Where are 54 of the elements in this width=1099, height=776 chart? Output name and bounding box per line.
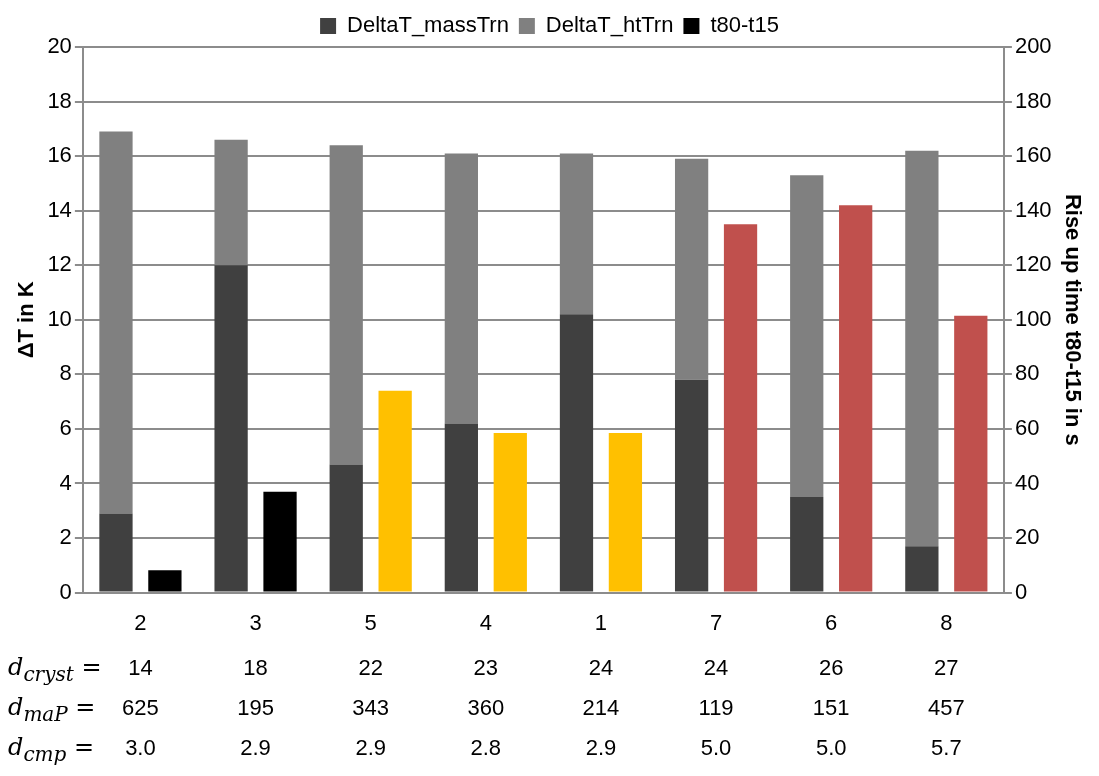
text: d$_{cmp}$ = 3.0 2.9 2.9 2.8 2.9 5.0 5.0 5.7 — [8, 733, 962, 766]
bar — [790, 497, 824, 592]
y-tick-label: 4 — [59, 469, 72, 495]
y-tick-label: 20 — [47, 33, 72, 59]
legend-label: DeltaT_massTrn — [347, 12, 509, 38]
bar — [263, 491, 297, 592]
bar — [674, 379, 709, 592]
bar — [329, 464, 363, 592]
y2-tick-label: 200 — [1014, 33, 1052, 59]
x-tick-label: 5 — [364, 609, 377, 635]
y-tick-label: 14 — [47, 196, 72, 222]
y-tick-label: 18 — [47, 87, 72, 113]
y-tick-label: 6 — [59, 414, 72, 440]
y-tick-label: 16 — [47, 142, 72, 168]
x-tick-label: 8 — [940, 609, 953, 635]
y2-tick-label: 120 — [1014, 251, 1052, 277]
bar — [954, 315, 988, 592]
y-axis-title: ΔT in K — [13, 281, 39, 359]
text: d$_{cryst}$ = 14 18 22 23 24 24 26 27 — [8, 653, 959, 686]
y2-tick-label: 0 — [1014, 578, 1028, 604]
legend-label: t80-t15 — [710, 12, 779, 38]
legend-label: DeltaT_htTrn — [545, 12, 674, 38]
y-tick-label: 12 — [47, 251, 72, 277]
y2-tick-label: 40 — [1014, 469, 1040, 495]
y2-tick-label: 20 — [1014, 524, 1040, 550]
y-tick-label: 2 — [59, 524, 72, 550]
y2-tick-label: 80 — [1014, 360, 1040, 386]
x-tick-label: 1 — [594, 609, 608, 635]
x-tick-label: 4 — [479, 609, 492, 635]
x-tick-label: 6 — [825, 609, 838, 635]
x-tick-label: 2 — [134, 609, 147, 635]
bar — [839, 205, 873, 592]
bar — [493, 433, 527, 592]
y-tick-label: 0 — [59, 578, 72, 604]
bar — [905, 546, 939, 592]
y-tick-label: 10 — [47, 305, 72, 331]
bar — [214, 265, 248, 592]
bar — [723, 224, 758, 592]
bar — [148, 570, 182, 592]
x-tick-label: 3 — [249, 609, 262, 635]
bar — [378, 390, 412, 592]
bar — [608, 433, 643, 592]
x-tick-label: 7 — [709, 609, 723, 635]
bar — [99, 513, 133, 592]
y2-tick-label: 160 — [1014, 142, 1052, 168]
y2-tick-label: 140 — [1014, 196, 1052, 222]
text: d$_{maP}$ = 625 195 343 360 214 119 151 457 — [8, 693, 965, 726]
y2-axis-title: Rise up time t80-t15 in s — [1060, 193, 1086, 446]
y2-tick-label: 180 — [1014, 87, 1052, 113]
y2-tick-label: 60 — [1014, 414, 1040, 440]
bar — [444, 423, 478, 592]
y2-tick-label: 100 — [1014, 305, 1052, 331]
y-tick-label: 8 — [59, 360, 72, 386]
bar — [559, 314, 594, 592]
